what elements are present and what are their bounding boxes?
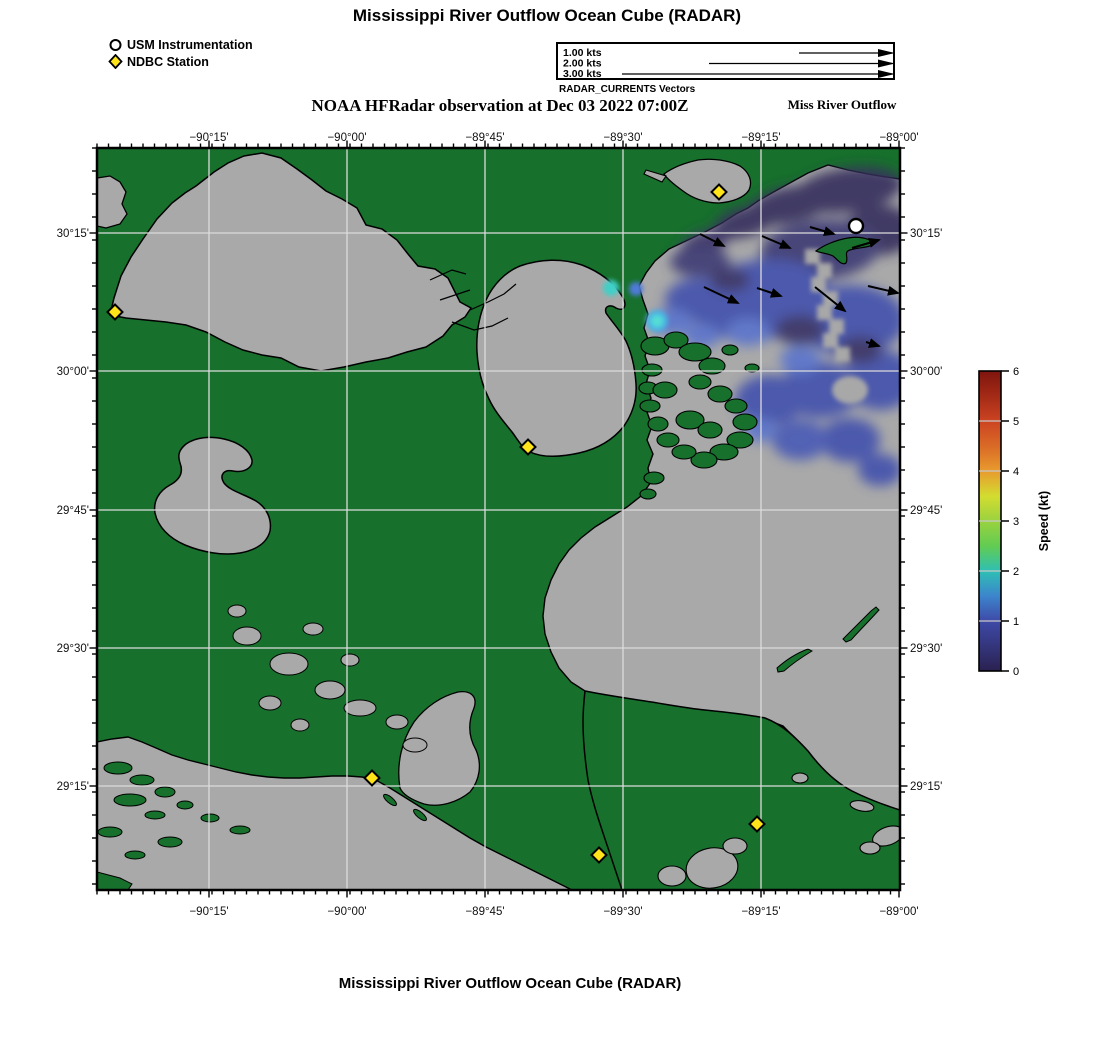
- map-legend: USM Instrumentation NDBC Station: [108, 36, 253, 70]
- ndbc-station-marker: [106, 303, 124, 321]
- st-louis-bay: [643, 158, 752, 204]
- colorbar-tick-label: 5: [1013, 416, 1019, 428]
- current-vector-arrow: [756, 287, 783, 298]
- y-axis-label-left: 29°30': [57, 643, 89, 655]
- scale-row-3-label: 3.00 kts: [563, 68, 602, 78]
- delta-inlets: [657, 772, 900, 889]
- current-vector-arrow: [851, 238, 881, 249]
- y-axis-label-left: 30°00': [57, 366, 89, 378]
- x-axis-label-top: −90°00': [327, 132, 366, 144]
- usm-circle-icon: [109, 39, 122, 51]
- graticule-gridlines: [97, 148, 900, 890]
- scale-row-1-label: 1.00 kts: [563, 47, 602, 59]
- x-axis-label-top: −89°30': [603, 132, 642, 144]
- colorbar-tick-label: 2: [1013, 566, 1019, 578]
- map-frame: [95, 146, 902, 892]
- x-axis-label-bottom: −89°15': [741, 906, 780, 918]
- current-vector-arrow: [867, 285, 900, 296]
- y-axis-label-left: 30°15': [57, 228, 89, 240]
- vector-scale-graphic: 1.00 kts 2.00 kts 3.00 kts: [563, 47, 895, 80]
- y-axis-label-right: 29°45': [910, 505, 942, 517]
- usm-instrumentation-marker: [847, 217, 865, 235]
- axis-labels: −90°15' −90°15' −90°00' −90°00' −89°45' −89°4…: [57, 132, 943, 918]
- current-vector-arrow: [703, 286, 740, 304]
- station-markers: [106, 183, 865, 864]
- current-vector-arrow: [761, 235, 792, 249]
- scale-row-2-label: 2.00 kts: [563, 58, 602, 70]
- legend-usm-label: USM Instrumentation: [127, 37, 253, 52]
- ndbc-station-marker: [748, 815, 766, 833]
- ndbc-station-marker: [590, 846, 608, 864]
- x-axis-label-bottom: −89°45': [465, 906, 504, 918]
- black-bay-water: [398, 690, 481, 806]
- scale-reference-vectors: [622, 49, 895, 78]
- legend-ndbc-label: NDBC Station: [127, 54, 209, 69]
- observation-subtitle: NOAA HFRadar observation at Dec 03 2022 …: [311, 96, 689, 115]
- map-geography: [97, 148, 900, 890]
- x-axis-label-bottom: −89°00': [879, 906, 918, 918]
- y-axis-label-left: 29°45': [57, 505, 89, 517]
- ndbc-station-marker: [710, 183, 728, 201]
- colorbar-tick-label: 6: [1013, 366, 1019, 378]
- inland-lake: [153, 436, 272, 555]
- current-vector-arrow: [699, 233, 726, 247]
- colorbar-separators: [979, 420, 1001, 622]
- radar-overlay-details: [603, 249, 868, 404]
- region-corner-label: Miss River Outflow: [787, 97, 897, 112]
- x-axis-label-bottom: −89°30': [603, 906, 642, 918]
- x-axis-label-top: −89°00': [879, 132, 918, 144]
- figure-title-top: Mississippi River Outflow Ocean Cube (RA…: [352, 6, 742, 25]
- gulf-water: [97, 736, 640, 890]
- x-axis-label-bottom: −90°15': [189, 906, 228, 918]
- y-axis-label-right: 30°00': [910, 366, 942, 378]
- current-vector-arrow: [814, 286, 847, 313]
- colorbar-title: Speed (kt): [1037, 491, 1051, 551]
- speed-colorbar: 0 1 2 3 4 5 6 Speed (kt): [978, 366, 1051, 678]
- x-axis-label-top: −89°45': [465, 132, 504, 144]
- figure-title-bottom: Mississippi River Outflow Ocean Cube (RA…: [338, 975, 682, 992]
- current-vector-arrows: [699, 226, 900, 348]
- lake-maurepas-edge: [97, 175, 128, 229]
- x-axis-label-bottom: −90°00': [327, 906, 366, 918]
- current-vector-arrow: [809, 226, 836, 236]
- vector-scale-caption: RADAR_CURRENTS Vectors: [559, 84, 696, 95]
- chandeleur-islands: [776, 606, 880, 673]
- colorbar-tick-label: 3: [1013, 516, 1019, 528]
- current-vector-arrow: [865, 338, 881, 348]
- colorbar-tick-label: 1: [1013, 616, 1019, 628]
- ndbc-diamond-icon: [108, 54, 123, 69]
- colorbar-ticks: 0 1 2 3 4 5 6: [1001, 366, 1019, 678]
- marsh-pools: [227, 604, 428, 753]
- legend-row-usm: USM Instrumentation: [108, 36, 253, 53]
- biloxi-marsh-islands: [638, 331, 760, 500]
- frame-ticks: [89, 140, 908, 898]
- grand-island-sliver: [814, 236, 876, 265]
- y-axis-label-right: 29°30': [910, 643, 942, 655]
- legend-row-ndbc: NDBC Station: [108, 53, 253, 70]
- colorbar-tick-label: 4: [1013, 466, 1019, 478]
- gulf-marsh-islands: [97, 761, 427, 890]
- x-axis-label-top: −90°15': [189, 132, 228, 144]
- x-axis-label-top: −89°15': [741, 132, 780, 144]
- ndbc-station-marker: [363, 769, 381, 787]
- y-axis-label-right: 30°15': [910, 228, 942, 240]
- lake-borgne: [476, 259, 637, 457]
- ndbc-station-marker: [519, 438, 537, 456]
- y-axis-label-right: 29°15': [910, 781, 942, 793]
- y-axis-label-left: 29°15': [57, 781, 89, 793]
- vector-scale-box: 1.00 kts 2.00 kts 3.00 kts: [556, 42, 895, 80]
- tidal-channels: [429, 269, 517, 331]
- mississippi-delta: [582, 690, 900, 890]
- colorbar-tick-label: 0: [1013, 666, 1019, 678]
